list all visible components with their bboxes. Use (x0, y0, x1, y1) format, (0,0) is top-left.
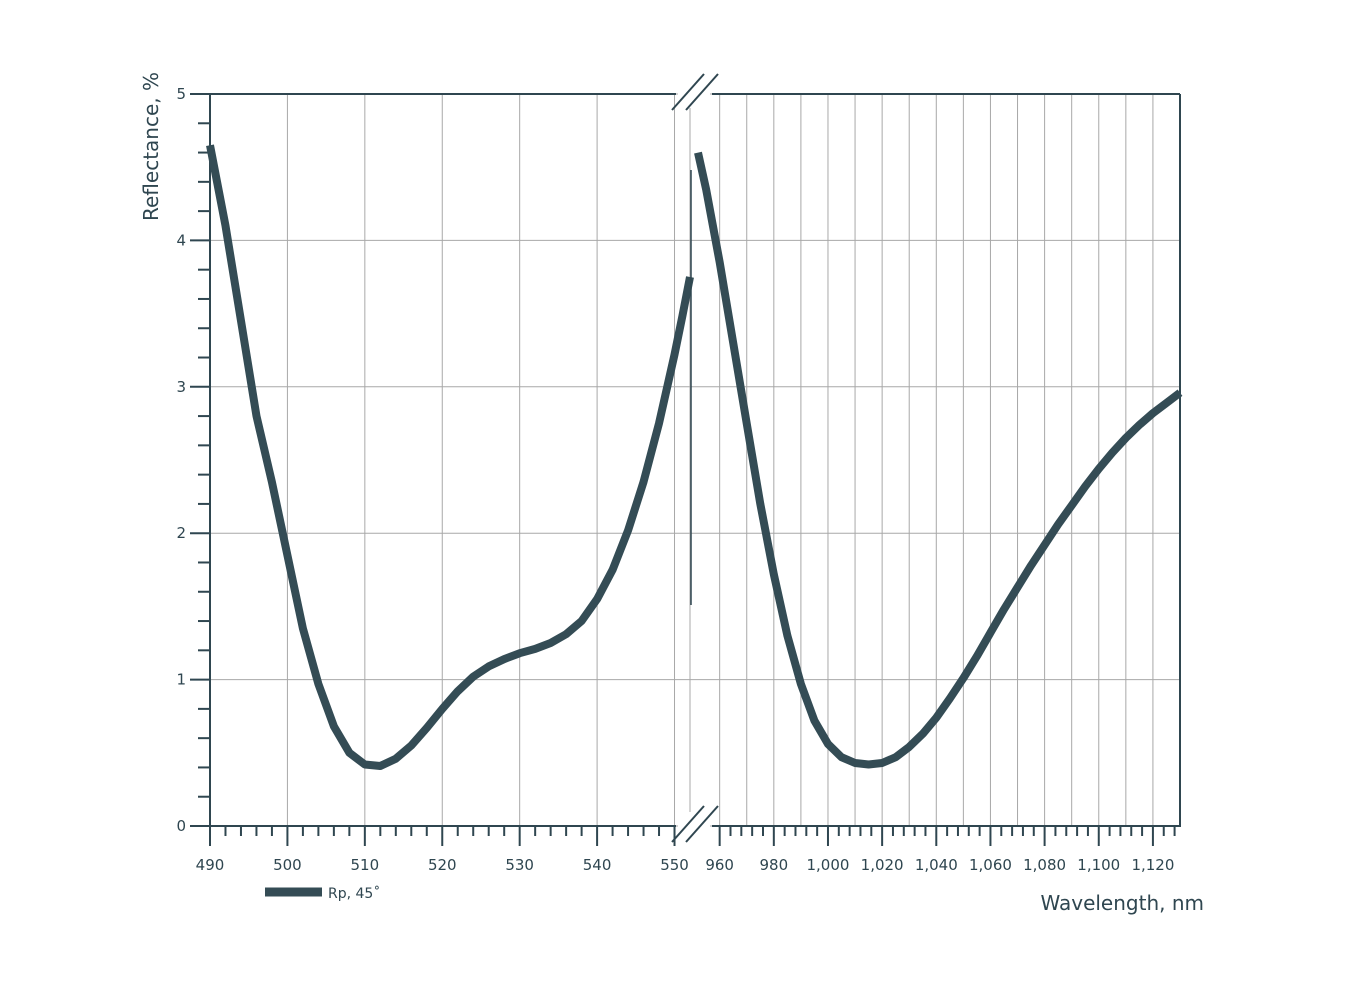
x-tick-label: 550 (660, 856, 689, 874)
x-tick-label: 490 (196, 856, 225, 874)
x-tick-label: 1,000 (807, 856, 850, 874)
x-tick-label: 1,120 (1131, 856, 1174, 874)
y-axis-title: Reflectance, % (139, 72, 163, 221)
y-tick-label: 0 (176, 817, 186, 835)
axes (209, 93, 1181, 827)
break-slash (671, 73, 705, 111)
break-slash (671, 805, 705, 843)
x-tick-label: 980 (759, 856, 788, 874)
y-tick-label: 3 (176, 378, 186, 396)
grid (210, 93, 1181, 827)
y-tick-label: 2 (176, 524, 186, 542)
y-axis-line (209, 94, 676, 827)
x-tick-label: 1,080 (1023, 856, 1066, 874)
x-tick-label: 500 (273, 856, 302, 874)
break-slash (685, 73, 719, 111)
x-axis-title: Wavelength, nm (1040, 891, 1204, 915)
legend: Rp, 45˚ (265, 885, 380, 902)
x-tick-label: 510 (351, 856, 380, 874)
y-tick-label: 1 (176, 671, 186, 689)
y-tick-label: 4 (176, 231, 186, 249)
legend-label: Rp, 45˚ (328, 885, 380, 902)
tick-labels: 0 1 2 3 4 5 490 500 510 520 530 540 550 960 980 1,000 1,… (176, 85, 1174, 874)
series-line-segment-1 (206, 144, 694, 770)
x-tick-label: 1,020 (861, 856, 904, 874)
axis-break-marks (671, 73, 719, 843)
x-tick-label: 520 (428, 856, 457, 874)
x-tick-label: 1,040 (915, 856, 958, 874)
y-tick-label: 5 (176, 85, 186, 103)
x-axis-line (712, 94, 1181, 827)
x-tick-label: 960 (705, 856, 734, 874)
x-tick-label: 540 (583, 856, 612, 874)
x-tick-label: 1,100 (1077, 856, 1120, 874)
break-slash (685, 805, 719, 843)
series-rp-45 (206, 144, 1183, 770)
x-tick-label: 1,060 (969, 856, 1012, 874)
ticks (190, 93, 1176, 846)
x-tick-label: 530 (505, 856, 534, 874)
series-line-segment-2 (694, 151, 1183, 769)
